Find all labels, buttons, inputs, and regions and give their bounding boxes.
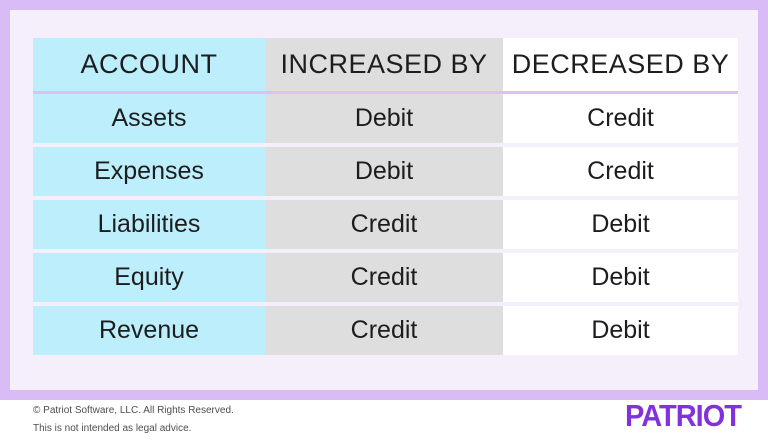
account-cell: Liabilities — [33, 200, 265, 249]
disclaimer-text: This is not intended as legal advice. — [33, 423, 192, 434]
patriot-logo: PATRIOT — [625, 400, 742, 434]
decreased-by-cell: Debit — [503, 306, 738, 355]
copyright-text: © Patriot Software, LLC. All Rights Rese… — [33, 405, 234, 416]
debits-credits-table: ACCOUNT INCREASED BY DECREASED BY Assets… — [33, 38, 738, 355]
account-cell: Revenue — [33, 306, 265, 355]
header-account: ACCOUNT — [33, 38, 265, 91]
decreased-by-cell: Credit — [503, 147, 738, 196]
footer: © Patriot Software, LLC. All Rights Rese… — [0, 400, 768, 441]
header-decreased-by: DECREASED BY — [503, 38, 738, 91]
table-row-expenses: Expenses Debit Credit — [33, 147, 738, 196]
footer-fine-print: © Patriot Software, LLC. All Rights Rese… — [33, 405, 234, 435]
table-row-revenue: Revenue Credit Debit — [33, 306, 738, 355]
increased-by-cell: Credit — [265, 306, 503, 355]
increased-by-cell: Debit — [265, 147, 503, 196]
table-row-equity: Equity Credit Debit — [33, 253, 738, 302]
decreased-by-cell: Debit — [503, 200, 738, 249]
account-cell: Equity — [33, 253, 265, 302]
table-header-row: ACCOUNT INCREASED BY DECREASED BY — [33, 38, 738, 91]
increased-by-cell: Credit — [265, 253, 503, 302]
debits-credits-card: ACCOUNT INCREASED BY DECREASED BY Assets… — [0, 0, 768, 400]
increased-by-cell: Credit — [265, 200, 503, 249]
increased-by-cell: Debit — [265, 94, 503, 143]
account-cell: Assets — [33, 94, 265, 143]
decreased-by-cell: Debit — [503, 253, 738, 302]
table-row-liabilities: Liabilities Credit Debit — [33, 200, 738, 249]
decreased-by-cell: Credit — [503, 94, 738, 143]
header-increased-by: INCREASED BY — [265, 38, 503, 91]
table-row-assets: Assets Debit Credit — [33, 94, 738, 143]
header-divider — [33, 91, 738, 94]
account-cell: Expenses — [33, 147, 265, 196]
table-body: Assets Debit Credit Expenses Debit Credi… — [33, 94, 738, 355]
